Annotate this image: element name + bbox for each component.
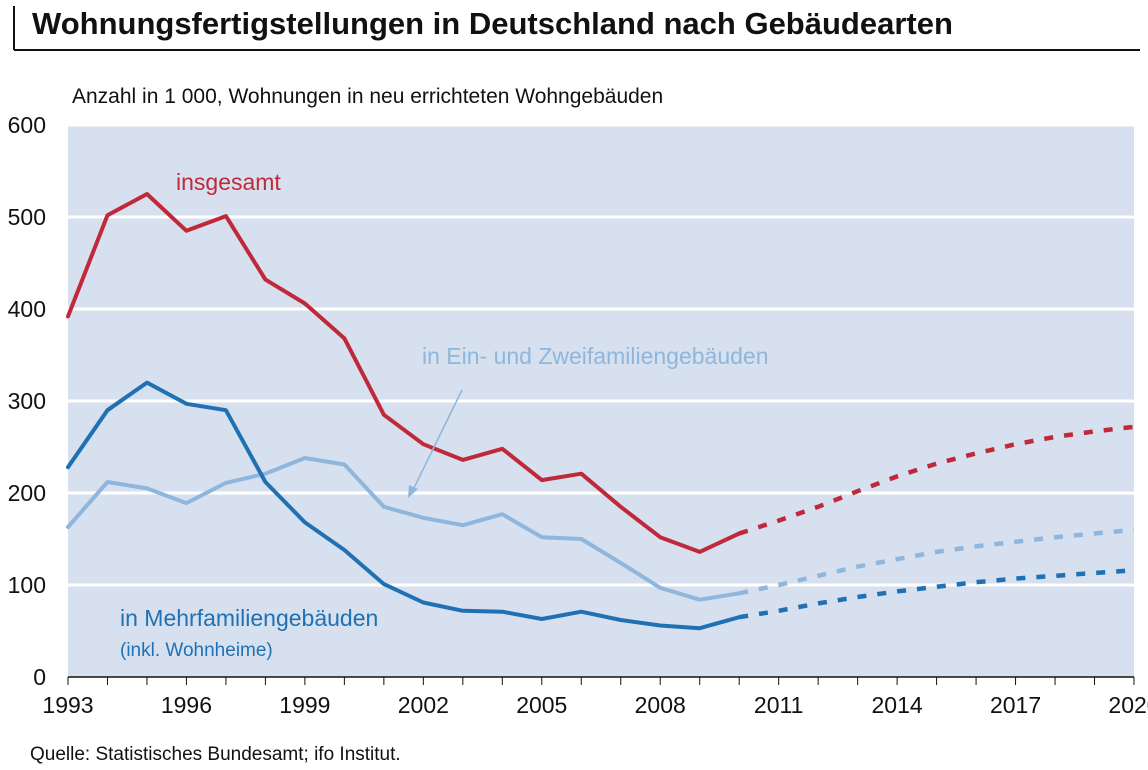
chart-subtitle: Anzahl in 1 000, Wohnungen in neu errich…: [72, 85, 663, 108]
chart-title: Wohnungsfertigstellungen in Deutschland …: [32, 6, 953, 41]
series-forecast-line-1: [738, 527, 1135, 596]
label-insgesamt: insgesamt: [176, 169, 281, 195]
y-tick-label-200: 200: [8, 480, 46, 506]
x-tick-label-2017: 2017: [990, 692, 1041, 718]
series-forecast-line-0: [738, 424, 1135, 536]
y-axis-ticks: 0 100 200 300 400 500 600: [8, 112, 46, 690]
x-tick-label-1993: 1993: [42, 692, 93, 718]
x-tick-label-2002: 2002: [398, 692, 449, 718]
x-tick-label-2011: 2011: [754, 692, 803, 718]
series-line-2: [66, 380, 742, 631]
x-tick-label-1996: 1996: [161, 692, 212, 718]
y-tick-label-600: 600: [8, 112, 46, 138]
source-note: Quelle: Statistisches Bundesamt; ifo Ins…: [30, 744, 401, 765]
series-line-0: [66, 192, 742, 554]
series-line-1: [66, 456, 742, 602]
x-tick-label-1999: 1999: [279, 692, 330, 718]
gridlines: [68, 123, 1134, 587]
label-pointer-arrowhead: [408, 485, 418, 498]
label-pointer-arrow: [411, 389, 463, 493]
label-mehrfamilien-sub: (inkl. Wohnheime): [120, 640, 273, 661]
series-forecast-line-2: [738, 568, 1135, 620]
y-tick-label-400: 400: [8, 296, 46, 322]
y-tick-label-500: 500: [8, 204, 46, 230]
series-lines: [66, 192, 1135, 631]
y-tick-label-0: 0: [33, 664, 46, 690]
label-ein-zweifamilien: in Ein- und Zweifamiliengebäuden: [422, 343, 769, 369]
x-tick-label-2008: 2008: [635, 692, 686, 718]
label-mehrfamilien: in Mehrfamiliengebäuden: [120, 605, 378, 631]
y-tick-label-100: 100: [8, 572, 46, 598]
x-tick-label-2005: 2005: [516, 692, 567, 718]
x-tick-label-2014: 2014: [872, 692, 923, 718]
y-tick-label-300: 300: [8, 388, 46, 414]
